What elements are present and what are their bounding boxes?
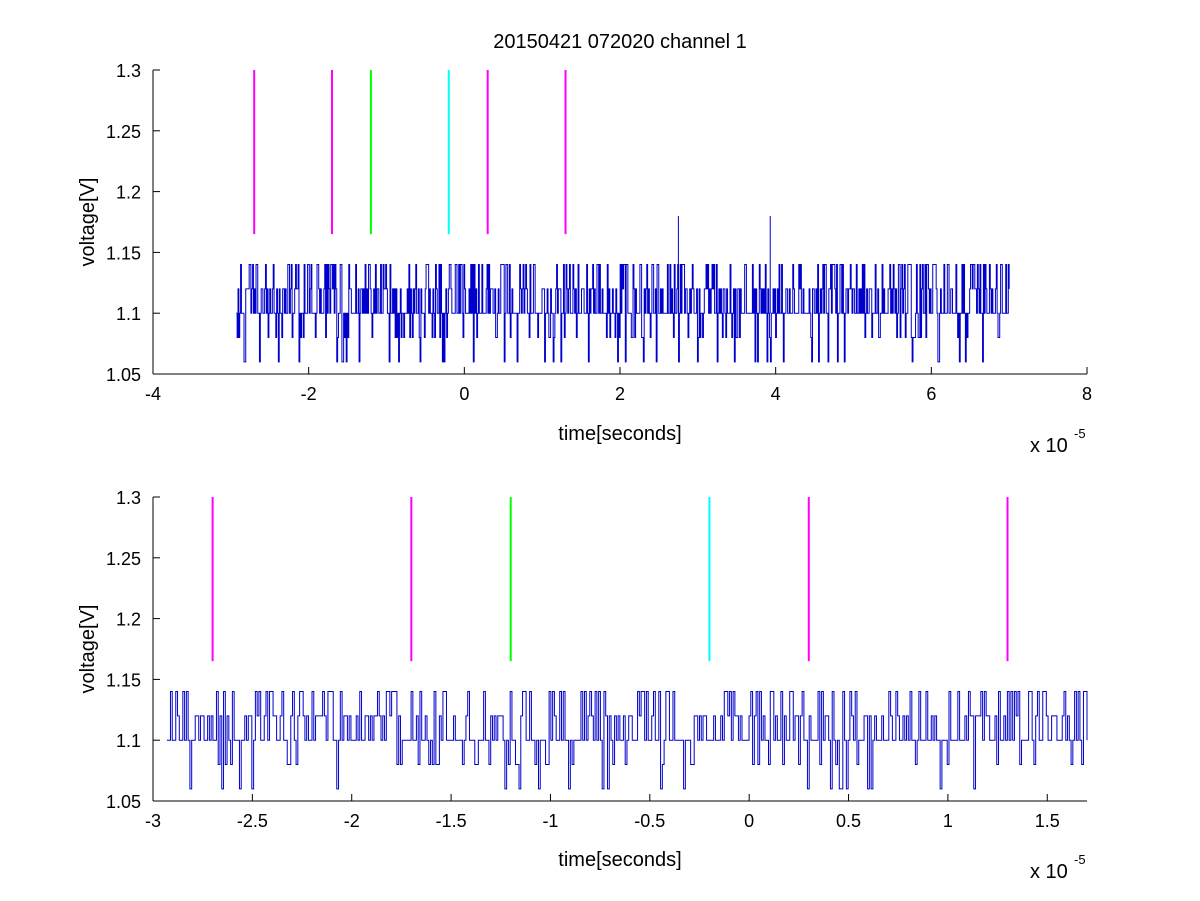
top-signal-trace (236, 264, 1010, 363)
top-x-tick-label: 8 (1082, 384, 1092, 404)
top-x-axis-label: time[seconds] (558, 423, 681, 445)
bottom-y-tick-label: 1.05 (106, 792, 141, 812)
top-x-tick-label: 6 (926, 384, 936, 404)
top-x-tick-label: -4 (145, 384, 161, 404)
bottom-y-tick-labels: 1.05 1.1 1.15 1.2 1.25 1.3 (106, 488, 141, 812)
top-y-tick-labels: 1.05 1.1 1.15 1.2 1.25 1.3 (106, 61, 141, 385)
chart-title: 20150421 072020 channel 1 (493, 31, 747, 53)
subplot-top: 20150421 072020 channel 1 -4 -2 0 2 4 6 8 1.05… (77, 31, 1092, 457)
bottom-y-tick-label: 1.25 (106, 549, 141, 569)
bottom-x-tick-label: 1 (943, 811, 953, 831)
bottom-marker-layer (211, 497, 1009, 662)
bottom-x-exponent-base: x 10 (1030, 861, 1068, 883)
top-axes (152, 69, 1088, 375)
bottom-x-tick-label: -0.5 (634, 811, 665, 831)
bottom-y-axis-label: voltage[V] (77, 605, 99, 694)
top-signal-layer (236, 215, 1010, 363)
subplot-bottom: -3 -2.5 -2 -1.5 -1 -0.5 0 0.5 1 1.5 1.051.11.151.… (77, 488, 1088, 883)
bottom-y-tick-label: 1.2 (116, 610, 141, 630)
bottom-x-tick-label: 1.5 (1035, 811, 1060, 831)
bottom-x-tick-label: -1 (542, 811, 558, 831)
bottom-x-tick-label: 0 (744, 811, 754, 831)
bottom-signal-trace (166, 691, 1088, 790)
top-y-tick-label: 1.05 (106, 365, 141, 385)
bottom-signal-layer (166, 691, 1088, 790)
top-x-tick-label: -2 (301, 384, 317, 404)
bottom-axes (152, 496, 1087, 802)
bottom-x-axis-label: time[seconds] (558, 849, 681, 871)
top-x-tick-label: 0 (459, 384, 469, 404)
bottom-y-tick-label: 1.15 (106, 670, 141, 690)
bottom-x-tick-label: -1.5 (436, 811, 467, 831)
top-marker-layer (253, 70, 567, 235)
top-x-tick-label: 2 (615, 384, 625, 404)
bottom-x-tick-labels: -3 -2.5 -2 -1.5 -1 -0.5 0 0.5 1 1.5 (145, 811, 1060, 831)
top-x-tick-label: 4 (771, 384, 781, 404)
top-y-axis-label: voltage[V] (77, 178, 99, 267)
top-x-exponent-base: x 10 (1030, 435, 1068, 457)
top-x-exponent-power: -5 (1074, 426, 1086, 441)
bottom-x-tick-label: -2.5 (237, 811, 268, 831)
bottom-y-tick-label: 1.1 (116, 731, 141, 751)
bottom-y-tick-label: 1.3 (116, 488, 141, 508)
bottom-x-tick-label: 0.5 (836, 811, 861, 831)
top-x-tick-labels: -4 -2 0 2 4 6 8 (145, 384, 1092, 404)
top-y-tick-label: 1.3 (116, 61, 141, 81)
bottom-x-tick-label: -2 (344, 811, 360, 831)
bottom-x-exponent-power: -5 (1074, 852, 1086, 867)
bottom-x-tick-label: -3 (145, 811, 161, 831)
top-y-tick-label: 1.1 (116, 304, 141, 324)
top-y-tick-label: 1.2 (116, 183, 141, 203)
top-y-tick-label: 1.15 (106, 243, 141, 263)
top-y-tick-label: 1.25 (106, 122, 141, 142)
